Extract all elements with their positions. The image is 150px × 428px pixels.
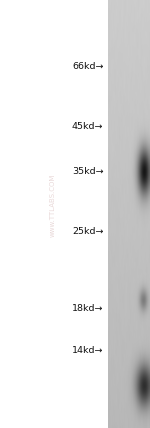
Text: 45kd→: 45kd→ — [72, 122, 104, 131]
Text: 18kd→: 18kd→ — [72, 303, 104, 313]
Text: www.TTLABS.COM: www.TTLABS.COM — [50, 174, 56, 237]
Text: 14kd→: 14kd→ — [72, 346, 104, 356]
Text: 66kd→: 66kd→ — [72, 62, 104, 71]
Text: 35kd→: 35kd→ — [72, 166, 103, 176]
Text: 25kd→: 25kd→ — [72, 226, 104, 236]
